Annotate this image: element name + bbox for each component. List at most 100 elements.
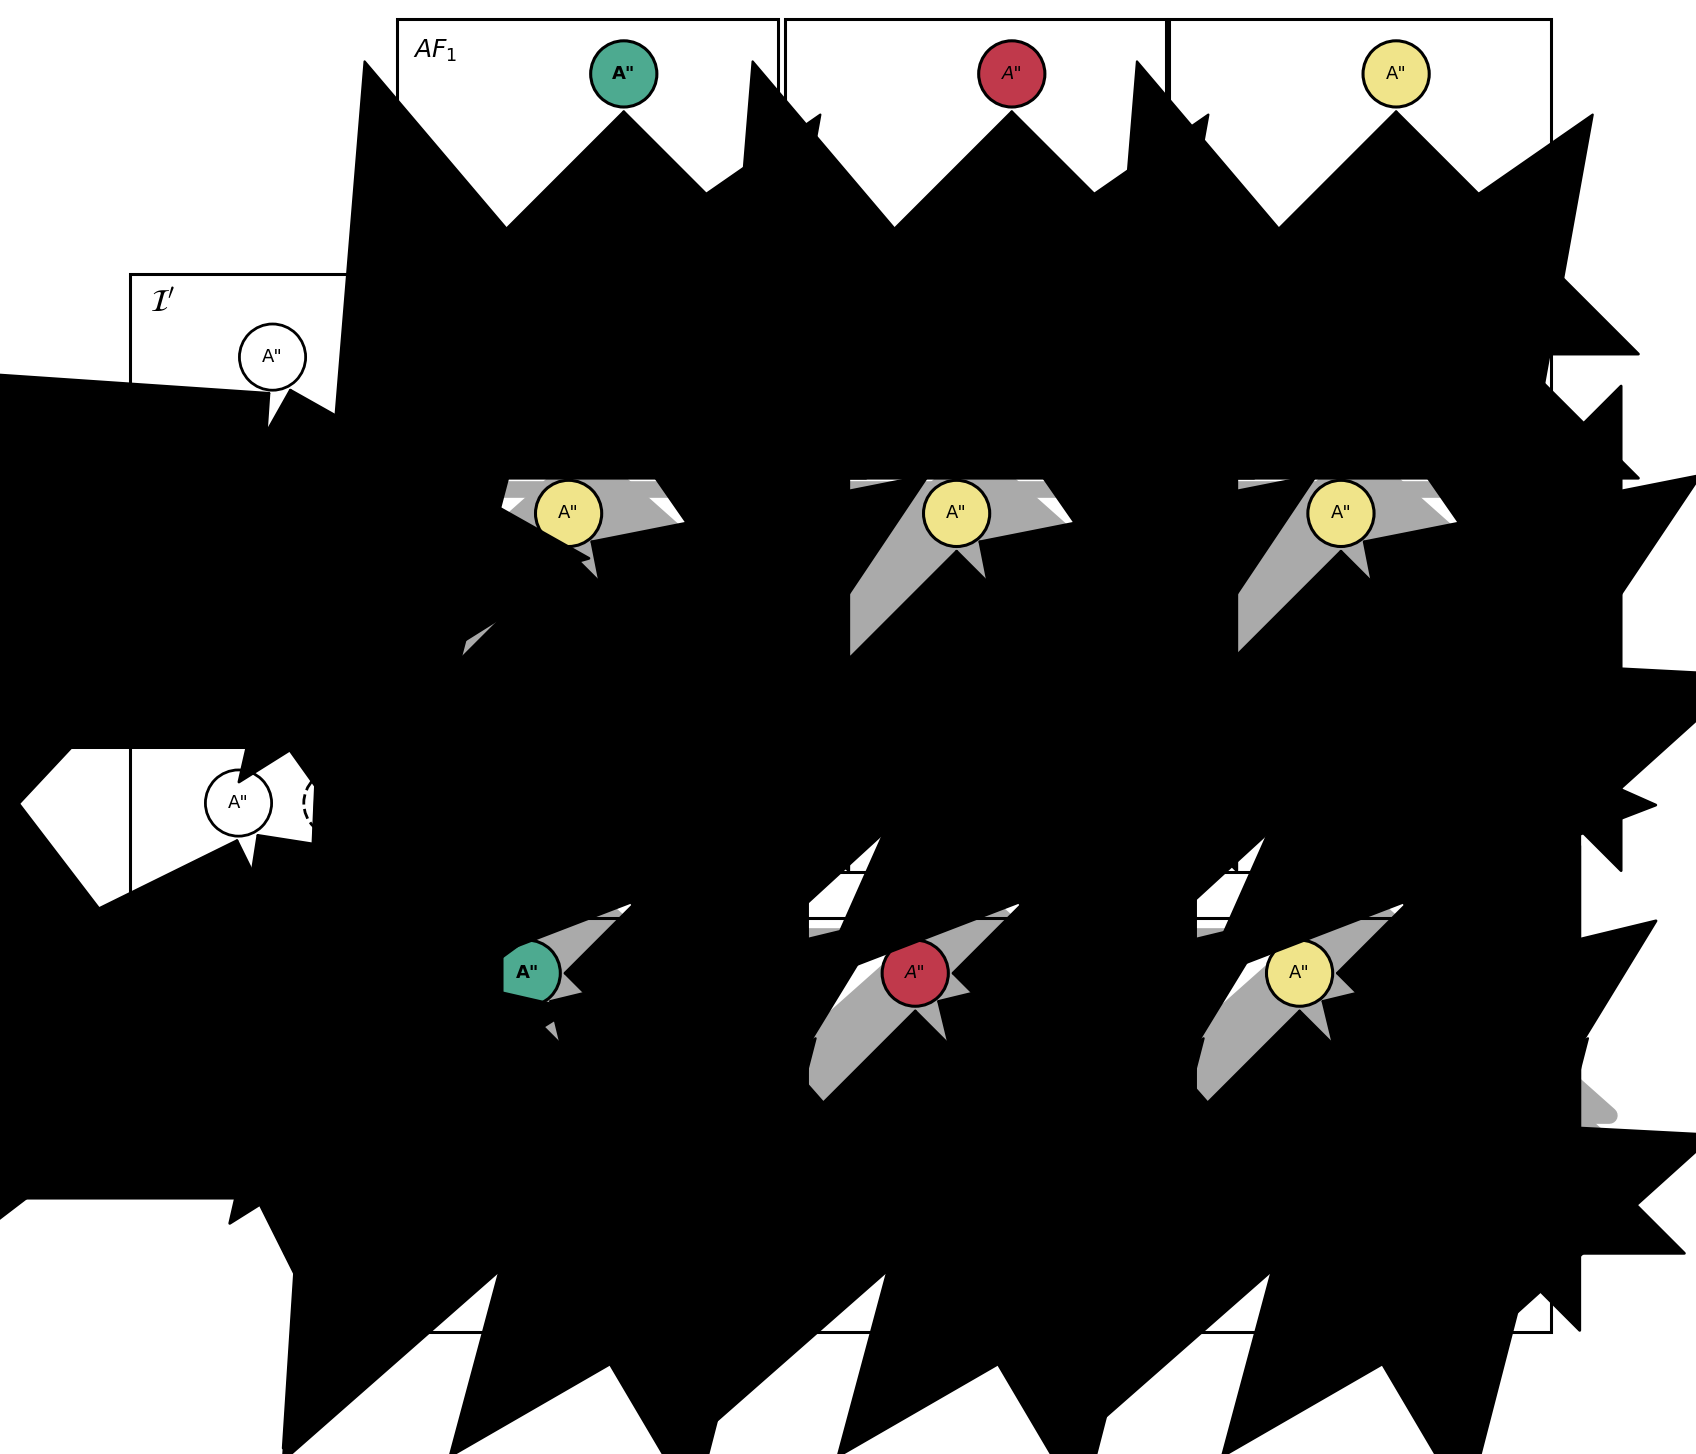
Circle shape [536,595,602,662]
Circle shape [924,480,990,547]
Circle shape [1409,1056,1476,1121]
Circle shape [590,294,656,359]
Text: A": A" [906,964,926,981]
Bar [1169,458,1550,872]
Text: A": A" [229,794,249,811]
Circle shape [1364,294,1430,359]
Bar [817,1175,904,1272]
Text: A': A' [519,1079,536,1098]
Bar [144,1028,217,1111]
Text: A": A" [946,505,967,522]
Text: A': A' [616,189,633,206]
Text: U: U [317,468,329,486]
Text: A": A" [263,348,283,366]
Bar [144,569,217,651]
Circle shape [494,1056,560,1121]
Circle shape [924,595,990,662]
Text: A: A [960,1217,972,1234]
Circle shape [290,443,356,510]
Circle shape [239,324,305,390]
Text: U: U [1052,1079,1065,1098]
Text: A": A" [1001,65,1023,83]
Circle shape [205,771,271,836]
Text: A": A" [516,964,539,981]
Text: U: U [307,909,321,928]
Text: $AF_2$: $AF_2$ [414,477,458,503]
Circle shape [1409,941,1476,1006]
Circle shape [590,164,656,231]
Text: A": A" [1386,65,1406,83]
Circle shape [933,1192,999,1259]
Text: U': U' [327,794,346,811]
Circle shape [636,941,702,1006]
Bar [131,275,375,702]
Text: A': A' [906,1079,924,1098]
Circle shape [536,480,602,547]
Bar [1201,1175,1289,1272]
Circle shape [979,164,1045,231]
Text: A": A" [558,505,578,522]
Text: U: U [1435,1079,1448,1098]
Bar [397,917,778,1332]
Text: A': A' [948,619,965,637]
Text: $\mathcal{I}'$: $\mathcal{I}'$ [151,288,176,317]
Bar [397,458,778,872]
Bar [821,715,909,813]
Circle shape [188,885,254,951]
Circle shape [882,941,948,1006]
Circle shape [494,941,560,1006]
Circle shape [1267,941,1333,1006]
Text: $\mathcal{I}''$: $\mathcal{I}''$ [151,726,181,753]
Circle shape [1024,941,1091,1006]
Circle shape [1364,41,1430,108]
Circle shape [1364,164,1430,231]
Circle shape [882,1056,948,1121]
Text: A: A [215,596,229,615]
Text: A: A [617,318,631,336]
Bar [785,19,1167,432]
Text: U: U [695,619,709,637]
Circle shape [563,733,629,800]
Circle shape [1442,595,1508,662]
Bar [429,1175,516,1272]
Circle shape [668,595,734,662]
Circle shape [979,294,1045,359]
Circle shape [544,1192,611,1259]
Bar [448,273,534,369]
Circle shape [1024,1056,1091,1121]
Text: U: U [1084,619,1097,637]
Text: U: U [663,1079,677,1098]
Circle shape [188,1028,254,1093]
Text: A": A" [1331,505,1352,522]
Text: A': A' [560,619,577,637]
Bar [1219,273,1308,369]
Circle shape [1267,1056,1333,1121]
Text: A: A [1391,318,1403,336]
Text: U': U' [1431,964,1452,981]
Circle shape [188,573,254,638]
Text: A: A [1362,758,1375,775]
Text: A': A' [214,458,231,477]
Circle shape [1057,595,1123,662]
Bar [1169,917,1550,1332]
Bar [785,917,1167,1332]
Circle shape [1308,480,1374,547]
Circle shape [1335,733,1401,800]
Text: A: A [589,758,604,775]
Text: A": A" [1289,964,1309,981]
Text: $AF_3$: $AF_3$ [414,936,458,963]
Text: A": A" [612,65,636,83]
Circle shape [1318,1192,1384,1259]
Bar [1206,715,1292,813]
Text: A': A' [1333,619,1350,637]
Circle shape [979,41,1045,108]
Text: U: U [1467,619,1481,637]
Circle shape [590,41,656,108]
Text: A: A [572,1217,585,1234]
Text: A: A [215,1051,229,1070]
Bar [434,715,521,813]
Bar [785,458,1167,872]
Text: U': U' [1048,964,1068,981]
Circle shape [188,435,254,500]
Text: A: A [1343,1217,1357,1234]
